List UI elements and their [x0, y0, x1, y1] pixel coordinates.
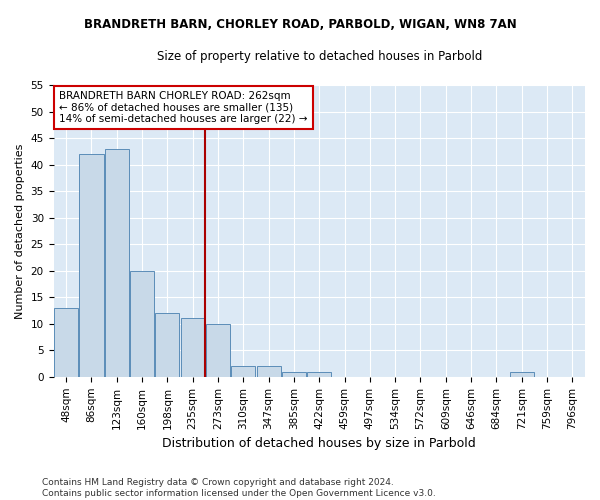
Bar: [181, 318, 205, 377]
Bar: [54, 308, 78, 377]
Text: BRANDRETH BARN, CHORLEY ROAD, PARBOLD, WIGAN, WN8 7AN: BRANDRETH BARN, CHORLEY ROAD, PARBOLD, W…: [83, 18, 517, 30]
X-axis label: Distribution of detached houses by size in Parbold: Distribution of detached houses by size …: [163, 437, 476, 450]
Bar: [257, 366, 281, 377]
Text: BRANDRETH BARN CHORLEY ROAD: 262sqm
← 86% of detached houses are smaller (135)
1: BRANDRETH BARN CHORLEY ROAD: 262sqm ← 86…: [59, 91, 307, 124]
Bar: [206, 324, 230, 377]
Bar: [130, 270, 154, 377]
Bar: [510, 372, 534, 377]
Bar: [307, 372, 331, 377]
Bar: [282, 372, 306, 377]
Title: Size of property relative to detached houses in Parbold: Size of property relative to detached ho…: [157, 50, 482, 63]
Text: Contains HM Land Registry data © Crown copyright and database right 2024.
Contai: Contains HM Land Registry data © Crown c…: [42, 478, 436, 498]
Bar: [232, 366, 256, 377]
Bar: [105, 148, 129, 377]
Y-axis label: Number of detached properties: Number of detached properties: [15, 143, 25, 318]
Bar: [155, 313, 179, 377]
Bar: [79, 154, 104, 377]
